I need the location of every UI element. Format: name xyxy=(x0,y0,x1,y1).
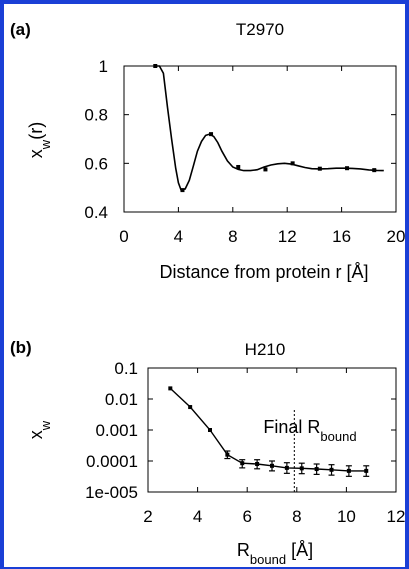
data-point xyxy=(314,467,319,472)
x-tick-label: 20 xyxy=(387,227,406,246)
y-tick-label: 0.01 xyxy=(105,390,138,409)
x-tick-label: 8 xyxy=(292,507,301,526)
data-point xyxy=(168,386,173,391)
y-tick-label: 0.0001 xyxy=(86,452,138,471)
x-tick-label: 2 xyxy=(143,507,152,526)
data-point xyxy=(346,468,351,473)
data-point xyxy=(240,461,245,466)
panel-a-ylabel-suffix: (r) xyxy=(26,122,46,140)
x-tick-label: 6 xyxy=(242,507,251,526)
panel-b-x-axis-label: Rbound [Å] xyxy=(237,540,313,567)
panel-a-y-axis-label: xw(r) xyxy=(26,122,53,158)
panel-a-ticks: 0 4 8 12 16 20 0.4 0.6 0.8 1 xyxy=(84,57,405,246)
panel-b-ylabel-base: x xyxy=(26,430,46,439)
panel-b-annotation-base: Final R xyxy=(263,417,320,437)
panel-a-marks xyxy=(153,64,384,193)
x-tick-label: 8 xyxy=(228,227,237,246)
panel-b-annotation-sub: bound xyxy=(320,429,356,444)
panel-a-x-axis-label: Distance from protein r [Å] xyxy=(159,262,368,282)
x-tick-label: 16 xyxy=(332,227,351,246)
y-tick-label: 0.8 xyxy=(84,106,108,125)
panel-a-ylabel-sub: w xyxy=(38,139,53,150)
y-tick-label: 1e-005 xyxy=(85,483,138,502)
panel-b-ylabel-sub: w xyxy=(38,420,53,431)
y-tick-label: 0.1 xyxy=(114,359,138,378)
panel-b-title: H210 xyxy=(245,340,286,359)
y-tick-label: 0.001 xyxy=(95,421,138,440)
svg-text:xw: xw xyxy=(26,420,53,439)
x-tick-label: 12 xyxy=(278,227,297,246)
x-tick-label: 0 xyxy=(119,227,128,246)
x-tick-label: 10 xyxy=(337,507,356,526)
y-tick-label: 1 xyxy=(99,57,108,76)
panel-b-annotation: Final Rbound xyxy=(263,417,356,444)
panel-b-xlabel-sub: bound xyxy=(250,552,286,567)
panel-b-label: (b) xyxy=(10,338,32,357)
series-line xyxy=(155,65,384,192)
data-point xyxy=(180,188,185,193)
data-point xyxy=(329,467,334,472)
data-point xyxy=(345,166,350,171)
panel-b-xlabel-suffix: [Å] xyxy=(286,540,313,560)
y-tick-label: 0.6 xyxy=(84,154,108,173)
panel-a: (a) T2970 xw(r) Distance from protein r … xyxy=(10,20,405,282)
data-point xyxy=(255,462,260,467)
data-point xyxy=(364,468,369,473)
data-point xyxy=(208,428,212,432)
data-point xyxy=(270,463,274,468)
data-point xyxy=(317,166,322,171)
panel-a-plot-frame xyxy=(123,65,397,213)
panel-b-marks xyxy=(168,386,370,492)
panel-a-ylabel-base: x xyxy=(26,149,46,158)
panel-a-label: (a) xyxy=(10,20,31,39)
data-point xyxy=(188,405,193,410)
panel-b-xlabel-base: R xyxy=(237,540,250,560)
data-point xyxy=(284,465,289,470)
data-point xyxy=(236,164,241,169)
panel-b-y-axis-label: xw xyxy=(26,420,53,439)
panel-a-title: T2970 xyxy=(236,20,284,39)
data-point xyxy=(225,452,230,457)
data-point xyxy=(153,64,158,68)
data-point xyxy=(372,168,377,173)
x-tick-label: 12 xyxy=(387,507,406,526)
x-tick-label: 4 xyxy=(193,507,202,526)
data-point xyxy=(263,167,268,172)
data-point xyxy=(299,466,304,471)
data-point xyxy=(209,132,214,137)
svg-text:xw(r): xw(r) xyxy=(26,122,53,158)
x-tick-label: 4 xyxy=(174,227,183,246)
data-point xyxy=(290,161,295,166)
y-tick-label: 0.4 xyxy=(84,203,108,222)
panel-b-ticks: 2 4 6 8 10 12 1e-005 0.0001 0.001 0.01 0.1 xyxy=(85,359,405,526)
